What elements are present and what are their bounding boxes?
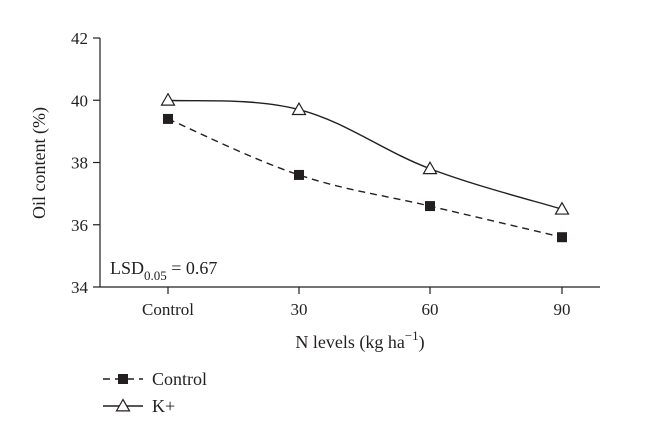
y-tick-label: 42 xyxy=(71,29,88,48)
series-layer xyxy=(160,92,570,243)
y-tick-label: 36 xyxy=(71,216,88,235)
data-point xyxy=(163,113,173,124)
x-axis-title: N levels (kg ha−1) xyxy=(295,328,424,353)
data-point xyxy=(557,232,567,243)
x-tick-label: 30 xyxy=(291,300,308,319)
series-line xyxy=(167,118,563,238)
lsd-annotation: LSD0.05 = 0.67 xyxy=(110,258,217,283)
data-point xyxy=(422,161,438,175)
legend-label: K+ xyxy=(152,396,175,416)
y-axis-title: Oil content (%) xyxy=(29,107,50,219)
legend-item: K+ xyxy=(103,396,175,416)
series-control xyxy=(163,113,567,243)
y-tick-label: 38 xyxy=(71,154,88,173)
series-line xyxy=(167,99,563,210)
legend-swatch-marker xyxy=(118,374,128,384)
y-tick-label: 34 xyxy=(71,278,89,297)
y-axis: 34 36 38 40 42 xyxy=(71,29,101,297)
x-tick-label: 90 xyxy=(554,300,571,319)
legend-swatch-marker xyxy=(115,398,131,412)
data-point xyxy=(554,201,570,215)
legend-label: Control xyxy=(152,369,207,389)
x-tick-label: 60 xyxy=(422,300,439,319)
x-tick-label: Control xyxy=(142,300,194,319)
legend-item: Control xyxy=(103,369,207,389)
data-point xyxy=(291,101,307,116)
y-tick-label: 40 xyxy=(71,91,88,110)
series-k-plus xyxy=(160,92,570,215)
x-axis: Control 30 60 90 xyxy=(100,286,600,319)
data-point xyxy=(160,92,176,106)
legend: Control K+ xyxy=(103,369,207,416)
data-point xyxy=(425,201,435,212)
data-point xyxy=(294,169,304,180)
